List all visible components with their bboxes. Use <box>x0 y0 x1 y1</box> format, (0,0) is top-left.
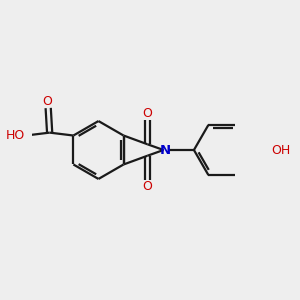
Text: O: O <box>142 107 152 120</box>
Text: OH: OH <box>271 143 290 157</box>
Text: O: O <box>43 95 52 108</box>
Text: HO: HO <box>5 129 25 142</box>
Text: O: O <box>142 180 152 193</box>
Text: N: N <box>160 143 171 157</box>
